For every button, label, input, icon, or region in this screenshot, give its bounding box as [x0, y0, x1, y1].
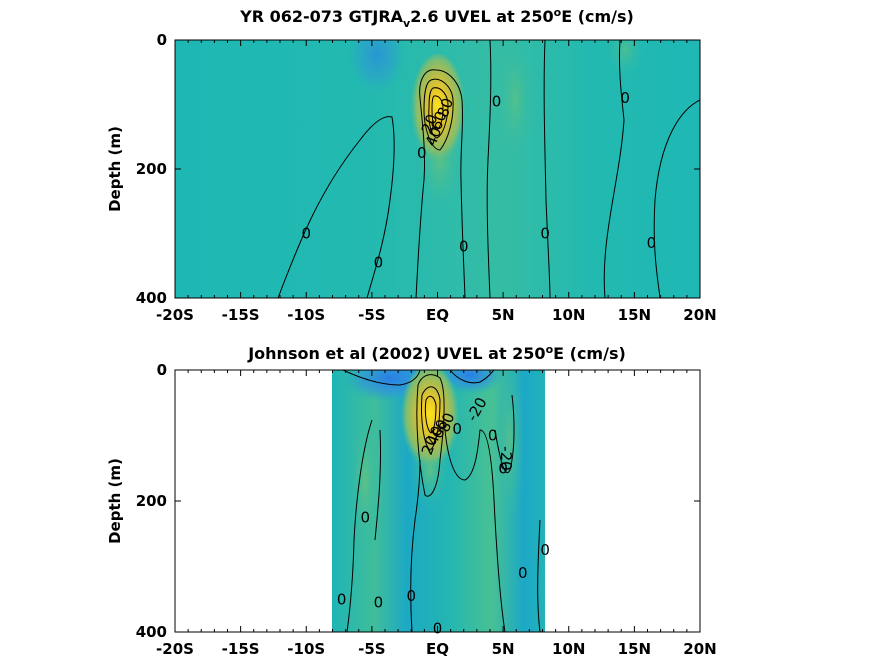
bottom-ytick-label: 400: [136, 623, 167, 641]
top-ytick-label: 200: [136, 160, 167, 178]
bottom-contour-label: 0: [406, 587, 416, 605]
bottom-contour-label: -20: [497, 446, 515, 471]
top-xtick-label: 10N: [552, 306, 585, 324]
bottom-contour-label: 0: [337, 590, 347, 608]
bottom-panel: Johnson et al (2002) UVEL at 250oE (cm/s…: [106, 343, 717, 656]
bottom-xtick-label: -15S: [222, 640, 260, 656]
bottom-field: [332, 370, 545, 632]
bottom-xtick-label: 15N: [618, 640, 651, 656]
top-contour-label: 80: [434, 96, 457, 120]
top-contour-label: 0: [459, 237, 469, 255]
bottom-ytick-label: 200: [136, 492, 167, 510]
top-xtick-label: EQ: [426, 306, 449, 324]
top-xtick-label: -20S: [156, 306, 194, 324]
bottom-xtick-label: 10N: [552, 640, 585, 656]
top-contour-label: 0: [492, 92, 502, 110]
top-xtick-label: -15S: [222, 306, 260, 324]
top-xtick-label: 5N: [492, 306, 515, 324]
bottom-contour-label: 0: [433, 620, 443, 638]
bottom-contour-label: 0: [498, 459, 508, 477]
bottom-contour-label: 40: [423, 423, 446, 447]
bottom-contour-label: 0: [452, 420, 462, 438]
bottom-panel-title: Johnson et al (2002) UVEL at 250oE (cm/s…: [247, 343, 626, 363]
top-panel: YR 062-073 GTJRAv2.6 UVEL at 250oE (cm/s…: [106, 6, 717, 324]
top-contour-label: 0: [417, 144, 427, 162]
top-contour-label: 60: [427, 109, 450, 133]
top-field: [175, 40, 700, 298]
top-ylabel: Depth (m): [106, 126, 124, 212]
bottom-contour-label: 60: [428, 417, 451, 441]
top-ytick-label: 0: [157, 31, 167, 49]
bottom-contour-label: 0: [518, 564, 528, 582]
top-contour-label: 0: [647, 234, 657, 252]
bottom-xtick-label: 5N: [492, 640, 515, 656]
bottom-contour-label: 0: [374, 594, 384, 612]
top-ytick-label: 400: [136, 289, 167, 307]
top-contour-label: 0: [540, 225, 550, 243]
bottom-xtick-label: EQ: [426, 640, 449, 656]
bottom-ytick-label: 0: [157, 361, 167, 379]
bottom-ylabel: Depth (m): [106, 458, 124, 544]
top-contour-label: 0: [620, 89, 630, 107]
bottom-contour-label: 80: [435, 410, 458, 434]
top-xtick-label: -5S: [358, 306, 385, 324]
bottom-xtick-label: 20N: [683, 640, 716, 656]
bottom-xtick-label: -5S: [358, 640, 385, 656]
top-xtick-label: -10S: [287, 306, 325, 324]
top-contour-label: 20: [418, 112, 441, 136]
bottom-xtick-label: -10S: [287, 640, 325, 656]
bottom-contour-label: 0: [361, 508, 371, 526]
top-xtick-label: 15N: [618, 306, 651, 324]
top-contour-label: 0: [301, 225, 311, 243]
bottom-xtick-label: -20S: [156, 640, 194, 656]
bottom-contour-label: 0: [488, 427, 498, 445]
top-contour-label: 0: [374, 254, 384, 272]
top-xtick-label: 20N: [683, 306, 716, 324]
bottom-contour-label: 0: [540, 541, 550, 559]
top-contour-label: 40: [422, 125, 445, 149]
top-panel-title: YR 062-073 GTJRAv2.6 UVEL at 250oE (cm/s…: [239, 6, 634, 30]
bottom-contour-label: 20: [418, 433, 441, 457]
